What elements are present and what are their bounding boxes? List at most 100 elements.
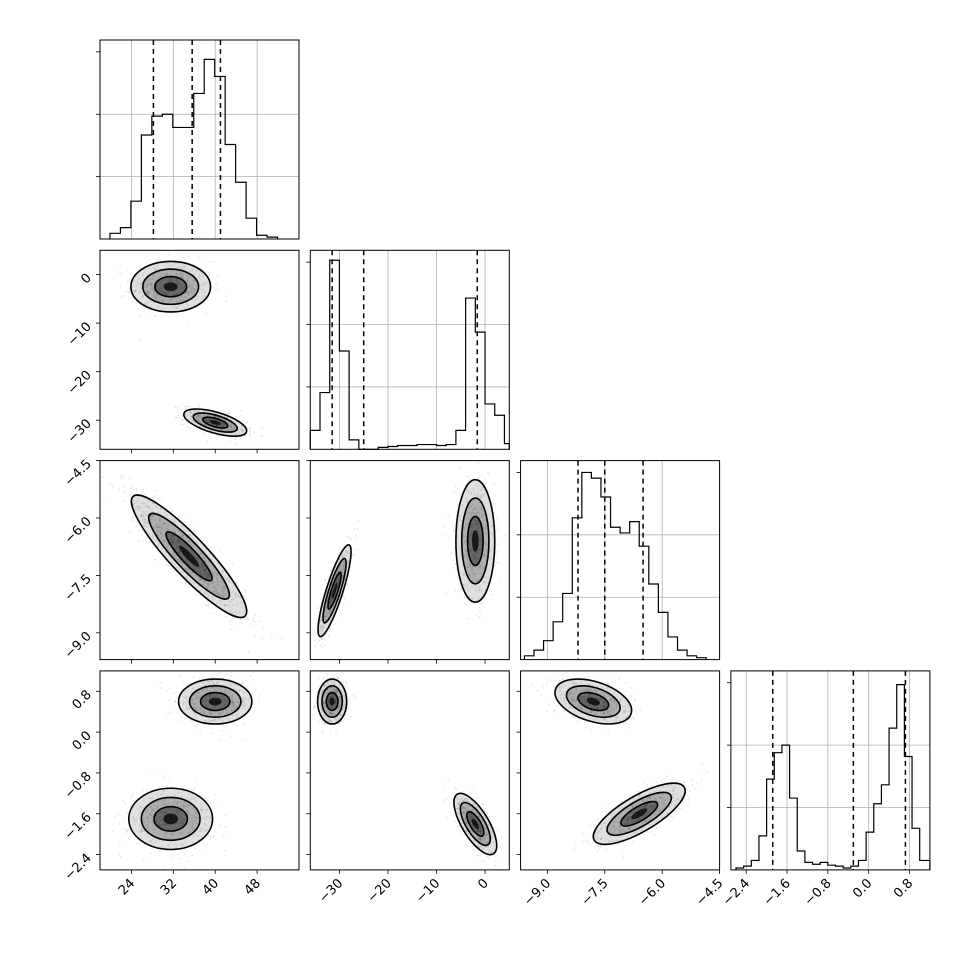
scatter-point	[136, 275, 139, 278]
scatter-point	[236, 582, 239, 585]
scatter-point	[148, 813, 151, 816]
scatter-point	[482, 837, 485, 840]
scatter-point	[152, 496, 155, 499]
contour-line	[130, 260, 212, 313]
scatter-point	[229, 619, 232, 622]
scatter-point	[215, 682, 218, 685]
scatter-point	[468, 512, 471, 515]
scatter-point	[603, 705, 606, 708]
scatter-point	[581, 696, 584, 699]
scatter-point	[224, 419, 227, 422]
scatter-point	[328, 619, 331, 622]
scatter-point	[152, 514, 155, 517]
scatter-point	[332, 694, 335, 697]
scatter-point	[470, 532, 473, 535]
scatter-point	[221, 587, 224, 590]
scatter-point	[611, 681, 614, 684]
scatter-point	[203, 580, 206, 583]
scatter-point	[479, 846, 482, 849]
scatter-point	[342, 569, 345, 572]
scatter-point	[174, 700, 177, 703]
scatter-point	[354, 696, 357, 699]
scatter-point	[229, 600, 232, 603]
scatter-point	[331, 681, 334, 684]
scatter-point	[170, 541, 173, 544]
scatter-point	[475, 818, 478, 821]
scatter-point	[156, 805, 159, 808]
scatter-point	[604, 704, 607, 707]
contour-line	[322, 557, 347, 624]
scatter-point	[170, 567, 173, 570]
scatter-point	[203, 572, 206, 575]
scatter-point	[338, 703, 341, 706]
scatter-point	[503, 534, 506, 537]
scatter-point	[158, 830, 161, 833]
scatter-point	[209, 713, 212, 716]
scatter-point	[165, 802, 168, 805]
scatter-point	[445, 797, 448, 800]
scatter-point	[480, 488, 483, 491]
scatter-point	[240, 424, 243, 427]
scatter-point	[195, 574, 198, 577]
scatter-point	[148, 291, 151, 294]
contour-line	[327, 571, 342, 610]
scatter-point	[192, 420, 195, 423]
scatter-point	[482, 567, 485, 570]
scatter-point	[230, 700, 233, 703]
scatter-point	[334, 699, 337, 702]
scatter-point	[179, 560, 182, 563]
scatter-point	[208, 816, 211, 819]
scatter-point	[173, 537, 176, 540]
scatter-point	[192, 280, 195, 283]
scatter-point	[624, 707, 627, 710]
scatter-point	[164, 281, 167, 284]
scatter-point	[230, 709, 233, 712]
scatter-point	[582, 688, 585, 691]
scatter-point	[191, 872, 193, 874]
scatter-point	[220, 712, 223, 715]
scatter-point	[327, 700, 330, 703]
scatter-point	[168, 699, 171, 702]
scatter-point	[334, 688, 337, 691]
scatter-point	[147, 300, 150, 303]
scatter-point	[180, 831, 183, 834]
scatter-point	[164, 560, 167, 563]
scatter-point	[321, 729, 324, 732]
scatter-point	[168, 532, 171, 535]
scatter-point	[477, 814, 480, 817]
scatter-point	[342, 706, 345, 709]
scatter-point	[195, 811, 198, 814]
scatter-point	[563, 684, 566, 687]
scatter-point	[484, 519, 487, 522]
scatter-point	[164, 775, 167, 778]
scatter-point	[177, 542, 180, 545]
scatter-point	[186, 706, 189, 709]
scatter-point	[340, 569, 343, 572]
scatter-point	[238, 596, 241, 599]
scatter-point	[252, 678, 255, 681]
scatter-point	[334, 615, 337, 618]
scatter-point	[536, 689, 539, 692]
scatter-point	[102, 498, 105, 501]
scatter-point	[480, 853, 483, 856]
scatter-point	[148, 830, 151, 833]
scatter-point	[203, 281, 206, 284]
scatter-point	[164, 291, 167, 294]
scatter-point	[242, 702, 245, 705]
scatter-point	[212, 418, 215, 421]
scatter-point	[160, 300, 163, 303]
scatter-point	[151, 277, 154, 280]
scatter-point	[491, 873, 493, 875]
scatter-point	[123, 485, 126, 488]
scatter-point	[169, 279, 172, 282]
scatter-point	[177, 262, 180, 265]
scatter-point	[336, 676, 339, 679]
scatter-point	[444, 592, 447, 595]
scatter-point	[217, 683, 220, 686]
scatter-point	[190, 284, 193, 287]
scatter-point	[463, 556, 466, 559]
density-level	[471, 530, 479, 552]
scatter-point	[570, 691, 573, 694]
scatter-point	[101, 476, 104, 479]
scatter-point	[210, 686, 213, 689]
